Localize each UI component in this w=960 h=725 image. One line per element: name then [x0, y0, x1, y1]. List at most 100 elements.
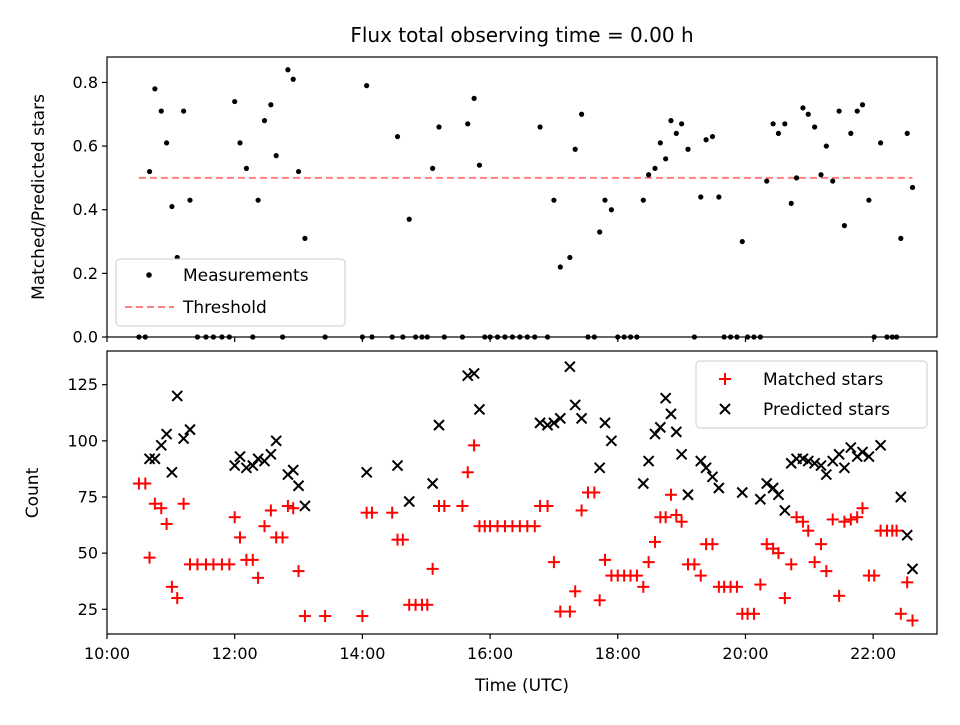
predicted-star-point	[833, 448, 845, 461]
predicted-star-point	[155, 439, 167, 452]
measurement-point	[818, 172, 824, 178]
predicted-star-point	[177, 432, 190, 445]
measurement-point	[567, 254, 573, 261]
measurement-point	[909, 184, 916, 191]
matched-star-point	[264, 504, 277, 517]
measurement-point	[578, 111, 585, 117]
matched-star-point	[148, 497, 161, 510]
predicted-star-point	[772, 489, 785, 501]
predicted-star-point	[642, 455, 655, 467]
predicted-star-point	[391, 459, 404, 472]
measurement-point	[800, 105, 806, 111]
measurement-point	[285, 67, 291, 73]
measurement-point	[878, 140, 884, 146]
measurement-point	[471, 95, 477, 101]
matched-star-point	[298, 610, 311, 623]
predicted-star-b	[682, 489, 694, 501]
predicted-star-b	[605, 435, 618, 447]
measurement-point	[859, 102, 866, 108]
matched-star-point	[461, 466, 474, 479]
predicted-star-b	[820, 468, 833, 481]
predicted-star-b	[815, 459, 827, 472]
predicted-star-point	[901, 529, 913, 541]
predicted-star-point	[649, 428, 661, 440]
matched-star-point	[659, 511, 672, 524]
measurement-point	[782, 121, 788, 127]
predicted-star-point	[184, 423, 196, 436]
predicted-star-b	[548, 417, 560, 429]
predicted-star-b	[360, 466, 373, 478]
predicted-star-b	[642, 455, 655, 467]
measurement-point	[668, 118, 674, 124]
predicted-star-b	[797, 453, 809, 465]
predicted-star-b	[637, 477, 650, 490]
predicted-star-b	[695, 455, 707, 467]
top-legend: Measurements Threshold	[115, 258, 346, 327]
matched-star-point	[177, 497, 190, 510]
predicted-star-b	[838, 462, 851, 474]
matched-star-point	[426, 562, 439, 575]
predicted-star-point	[856, 446, 869, 458]
predicted-star-point	[593, 462, 606, 474]
ratio-panel: Flux total observing time = 0.00 h Match…	[29, 23, 938, 347]
matched-star-point	[649, 535, 662, 548]
matched-star-point	[894, 607, 907, 620]
measurement-point	[476, 162, 483, 168]
predicted-star-point	[541, 419, 554, 431]
measurement-point	[232, 98, 238, 105]
predicted-star-b	[772, 489, 785, 501]
matched-star-point	[292, 565, 305, 578]
predicted-star-point	[895, 491, 907, 503]
predicted-star-b	[863, 450, 875, 463]
predicted-star-point	[292, 480, 305, 492]
matched-star-point	[438, 499, 451, 512]
predicted-star-b	[433, 419, 445, 431]
predicted-star-b	[659, 392, 672, 404]
predicted-star-point	[564, 361, 576, 373]
predicted-star-b	[901, 529, 913, 541]
predicted-star-point	[166, 466, 178, 478]
matched-star-point	[802, 524, 815, 537]
matched-star-point	[838, 515, 851, 528]
predicted-star-b	[675, 448, 688, 461]
measurement-point	[465, 121, 471, 127]
predicted-star-b	[564, 361, 576, 373]
predicted-star-point	[234, 450, 246, 463]
predicted-star-b	[149, 453, 161, 465]
matched-star-point	[868, 569, 881, 582]
predicted-star-point	[659, 392, 672, 404]
predicted-star-b	[767, 482, 779, 494]
xtick-label: 22:00	[850, 644, 896, 663]
matched-star-point	[796, 515, 809, 528]
measurement-point	[152, 86, 158, 92]
measurement-point	[716, 194, 722, 200]
measurement-point	[608, 207, 614, 213]
predicted-star-point	[270, 435, 282, 447]
predicted-star-point	[468, 367, 480, 380]
matched-star-point	[730, 580, 743, 593]
predicted-star-point	[473, 403, 486, 416]
predicted-star-b	[874, 439, 887, 452]
predicted-star-point	[299, 500, 311, 512]
measurement-point	[273, 153, 279, 159]
predicted-star-point	[838, 462, 851, 474]
matched-star-point	[593, 594, 606, 607]
matched-star-point	[281, 499, 294, 512]
matched-star-point	[820, 565, 833, 578]
matched-star-point	[528, 520, 541, 533]
matched-star-point	[694, 569, 707, 582]
predicted-star-b	[234, 450, 246, 463]
matched-star-point	[365, 506, 378, 519]
predicted-star-point	[575, 412, 588, 425]
top-series-layer	[136, 67, 916, 340]
predicted-star-b	[155, 439, 167, 452]
matched-star-point	[844, 513, 857, 526]
predicted-star-b	[166, 466, 178, 478]
matched-star-point	[143, 551, 156, 564]
legend-marker-predicted	[719, 403, 731, 415]
measurement-point	[243, 165, 249, 171]
x-axis-label: Time (UTC)	[474, 676, 569, 696]
predicted-star-point	[754, 493, 767, 505]
predicted-star-b	[541, 419, 554, 431]
predicted-star-point	[287, 464, 299, 476]
